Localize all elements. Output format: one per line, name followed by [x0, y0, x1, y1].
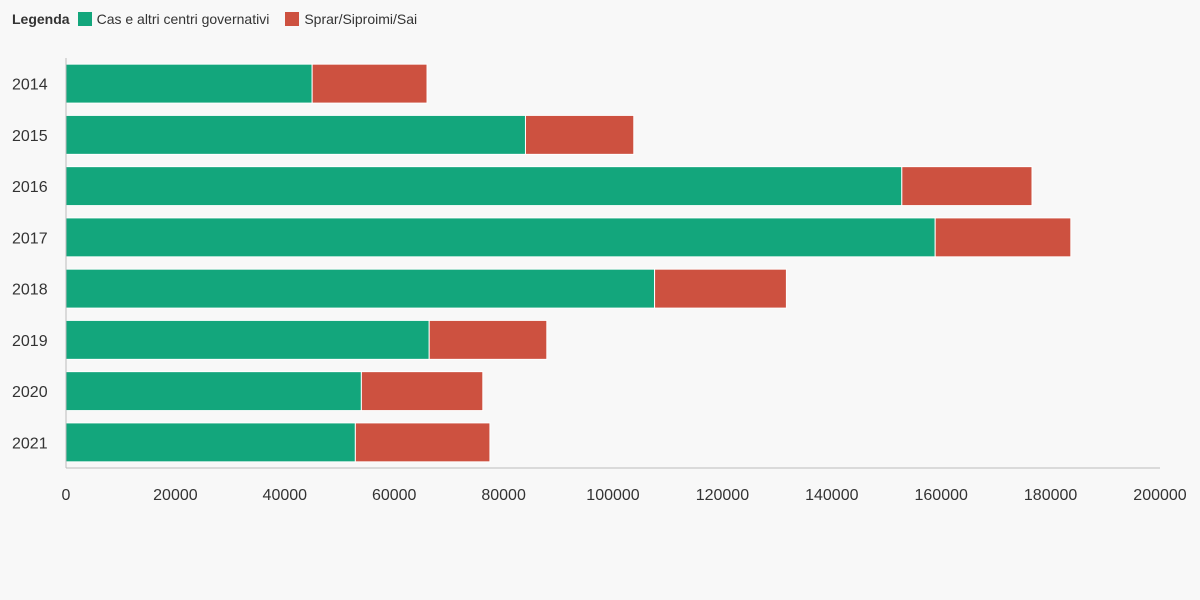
x-tick-label-0: 0: [62, 487, 71, 504]
x-tick-label-60000: 60000: [372, 487, 417, 504]
x-tick-label-120000: 120000: [696, 487, 749, 504]
x-tick-label-80000: 80000: [481, 487, 526, 504]
legend-swatch-sprar: [285, 12, 300, 26]
bar-2019-series-0: [65, 319, 430, 360]
bar-2015-series-0: [65, 114, 526, 155]
legend-label-cas: Cas e altri centri governativi: [96, 11, 270, 27]
y-tick-label-2014: 2014: [12, 77, 48, 94]
bar-2017-series-1: [934, 217, 1072, 258]
bar-2018-series-0: [65, 268, 656, 309]
legend-item-sprar: Sprar/Siproimi/Sai: [285, 11, 417, 27]
bar-2021-series-1: [354, 422, 491, 463]
y-tick-label-2020: 2020: [12, 384, 48, 401]
bar-2021-series-0: [65, 422, 356, 463]
x-tick-label-200000: 200000: [1133, 487, 1186, 504]
x-tick-label-40000: 40000: [263, 487, 308, 504]
legend-label-sprar: Sprar/Siproimi/Sai: [304, 11, 418, 27]
bar-2018-series-1: [654, 268, 787, 309]
y-tick-label-2017: 2017: [12, 230, 48, 247]
y-tick-label-2021: 2021: [12, 435, 48, 452]
bar-2016-series-0: [65, 166, 903, 207]
legend-title: Legenda: [12, 11, 70, 27]
bar-2014-series-0: [65, 63, 313, 104]
legend-item-cas: Cas e altri centri governativi: [77, 11, 270, 27]
x-tick-label-180000: 180000: [1024, 487, 1077, 504]
bar-2014-series-1: [311, 63, 428, 104]
x-tick-label-160000: 160000: [915, 487, 968, 504]
bar-2020-series-0: [65, 371, 362, 412]
x-tick-label-140000: 140000: [805, 487, 858, 504]
y-tick-label-2019: 2019: [12, 333, 48, 350]
y-tick-label-2016: 2016: [12, 179, 48, 196]
legend: Legenda Cas e altri centri governativi S…: [12, 11, 433, 27]
bar-2015-series-1: [524, 114, 635, 155]
bar-2016-series-1: [901, 166, 1033, 207]
x-tick-label-100000: 100000: [586, 487, 639, 504]
legend-swatch-cas: [77, 12, 92, 26]
x-tick-label-20000: 20000: [153, 487, 198, 504]
bar-2019-series-1: [428, 319, 548, 360]
bar-2020-series-1: [360, 371, 484, 412]
y-tick-label-2018: 2018: [12, 282, 48, 299]
bar-2017-series-0: [65, 217, 936, 258]
y-tick-label-2015: 2015: [12, 128, 48, 145]
